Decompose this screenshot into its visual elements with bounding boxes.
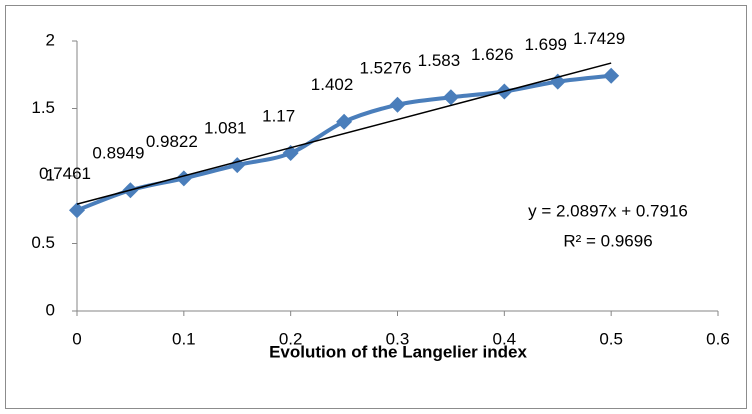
data-label: 1.5276 [360, 58, 412, 77]
x-tick-label: 0.3 [386, 329, 410, 348]
annotation: R² = 0.9696 [563, 231, 652, 250]
marker [389, 96, 406, 113]
data-label: 0.7461 [39, 164, 91, 183]
data-label: 1.402 [311, 75, 354, 94]
x-tick-label: 0.2 [279, 329, 303, 348]
y-tick-label: 2 [46, 30, 55, 49]
data-label: 1.081 [204, 119, 247, 138]
marker [442, 89, 459, 106]
marker [69, 202, 85, 219]
y-tick-label: 0 [46, 300, 55, 319]
chart-border [5, 5, 747, 409]
x-tick-label: 0.4 [493, 329, 517, 348]
x-tick-label: 0.6 [706, 329, 730, 348]
data-label: 0.9822 [146, 132, 198, 151]
data-label: 1.7429 [573, 29, 625, 48]
x-tick-label: 0.5 [599, 329, 623, 348]
marker [603, 67, 620, 84]
data-label: 0.8949 [92, 144, 144, 163]
x-axis-label: Evolution of the Langelier index [269, 342, 527, 361]
data-label: 1.17 [262, 107, 295, 126]
y-tick-label: 1 [46, 165, 55, 184]
data-label: 1.626 [471, 45, 514, 64]
y-tick-label: 0.5 [31, 233, 55, 252]
trendline [76, 62, 612, 205]
data-label: 1.583 [418, 51, 461, 70]
data-label: 1.699 [524, 35, 567, 54]
annotation: y = 2.0897x + 0.7916 [528, 201, 688, 220]
y-tick-label: 1.5 [31, 98, 55, 117]
x-tick-label: 0.1 [172, 329, 196, 348]
marker [336, 113, 353, 130]
x-tick-label: 0 [72, 329, 81, 348]
